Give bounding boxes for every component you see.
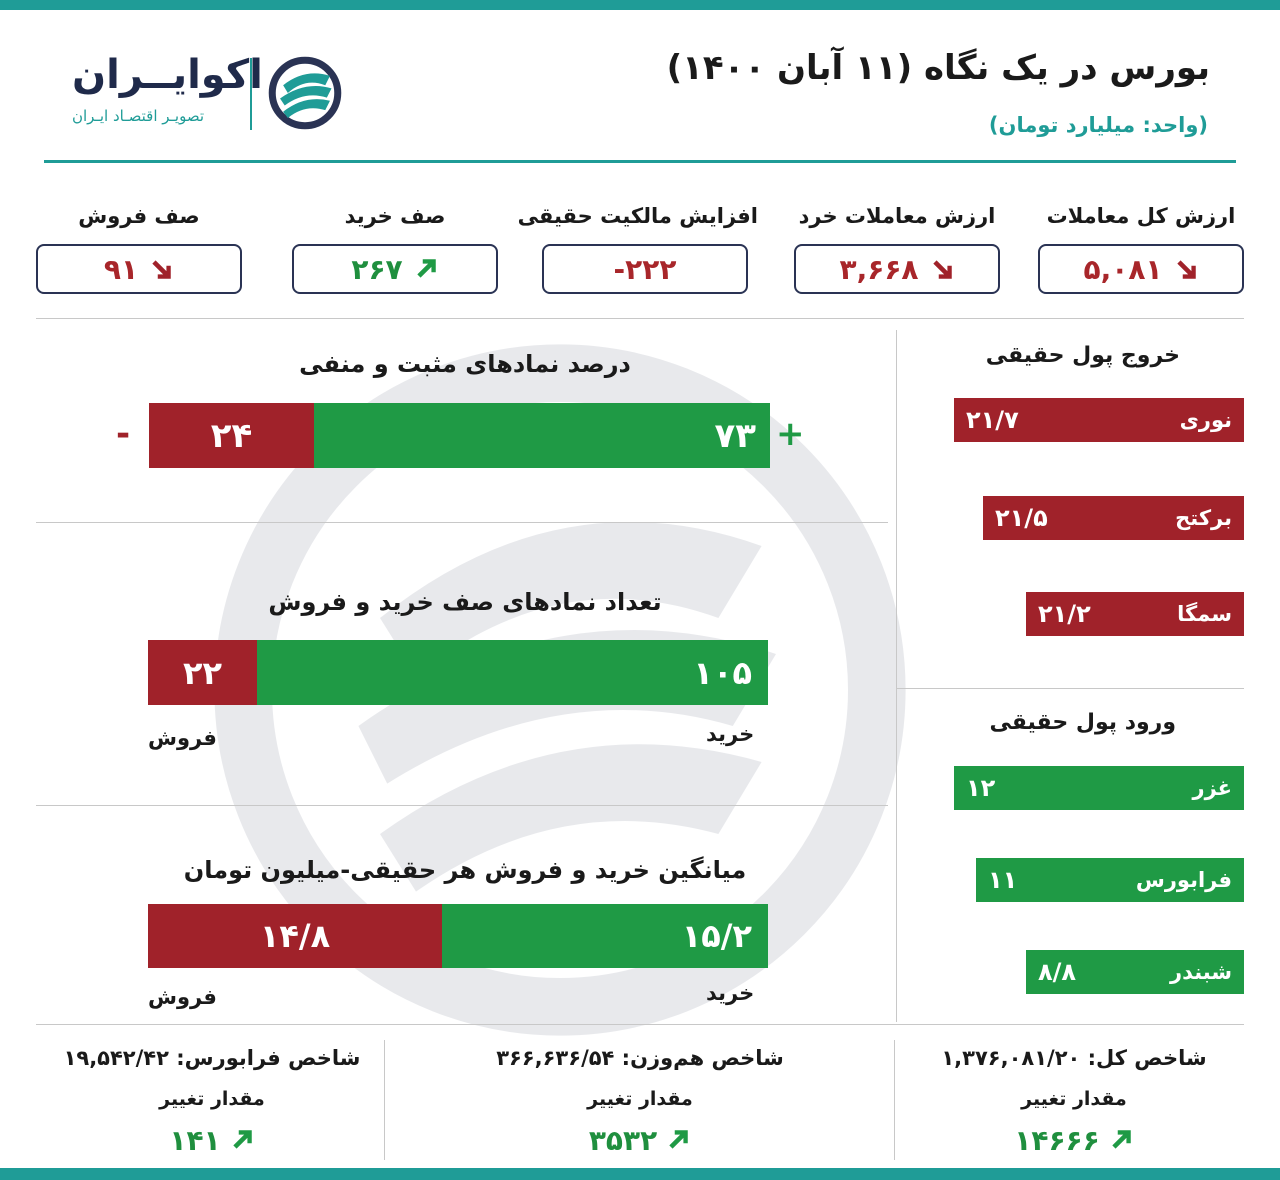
arrow-down-right-icon (152, 260, 171, 279)
bar-value-label: ۲۲ (182, 653, 223, 692)
divider (896, 330, 897, 1022)
side-bar-name: فرابورس (1135, 868, 1232, 892)
side-bar-name: شبندر (1169, 960, 1232, 984)
index-change-label: مقدار تغییر (587, 1088, 693, 1110)
stat-label: افزایش مالکیت حقیقی (517, 204, 758, 228)
side-bar-name: برکتح (1175, 506, 1232, 530)
divider (36, 1024, 1244, 1025)
arrow-down-right-icon (932, 260, 952, 279)
inflow-title: ورود پول حقیقی (989, 710, 1176, 735)
bar-value-label: ۱۰۵ (693, 653, 752, 692)
index-name: شاخص هم‌وزن: ۳۶۶,۶۳۶/۵۴ (496, 1046, 784, 1070)
index-change-number: ۳۵۳۲ (588, 1123, 658, 1157)
bar-buy: ۱۰۵ (257, 640, 768, 705)
bar-sell: ۱۴/۸ (148, 904, 442, 968)
header-divider (44, 160, 1236, 163)
index-change-value: ۱۴۱ (112, 1122, 312, 1158)
plus-sign: + (776, 414, 805, 454)
ecoiran-logo-icon (268, 56, 342, 130)
side-bar-value: ۲۱/۵ (995, 504, 1048, 532)
stat-label: صف فروش (78, 204, 200, 228)
stat-box: ۳,۶۶۸ (794, 244, 1000, 294)
index-change-value: ۱۴۶۶۶ (974, 1122, 1174, 1158)
side-bar: ۲۱/۲ سمگا (1026, 592, 1244, 636)
bar-value-label: ۱۴/۸ (259, 917, 331, 955)
side-bar: ۲۱/۵ برکتح (983, 496, 1244, 540)
sell-label: فروش (148, 985, 217, 1009)
section-title-positive-negative: درصد نمادهای مثبت و منفی (299, 350, 631, 378)
buy-label: خرید (706, 981, 755, 1005)
stat-value: ۵,۰۸۱ (1083, 252, 1163, 286)
buy-label: خرید (706, 722, 755, 746)
bar-value-label: ۱۵/۲ (681, 917, 752, 955)
side-bar-value: ۸/۸ (1038, 958, 1077, 986)
divider (384, 1040, 385, 1160)
stat-value: ۹۱ (103, 252, 139, 286)
bar-positive: ۷۳ (314, 403, 770, 468)
index-change-number: ۱۴۶۶۶ (1014, 1123, 1100, 1157)
bar-value-label: ۷۳ (714, 415, 756, 456)
stat-box: -۲۲۲ (542, 244, 748, 294)
minus-sign: - (116, 414, 131, 454)
side-bar-name: نوری (1179, 408, 1232, 432)
stat-box: ۲۶۷ (292, 244, 498, 294)
logo-name: اکوایــران (72, 52, 263, 98)
side-bar-value: ۲۱/۷ (966, 406, 1019, 434)
arrow-up-right-icon (416, 259, 436, 278)
arrow-down-right-icon (1176, 260, 1196, 279)
bar-value-label: ۲۴ (210, 415, 253, 456)
side-bar-name: سمگا (1177, 602, 1232, 626)
outflow-title: خروج پول حقیقی (985, 343, 1180, 368)
side-bar-value: ۱۲ (966, 774, 996, 802)
side-bar: ۱۲ غزر (954, 766, 1244, 810)
stat-value: ۳,۶۶۸ (839, 252, 919, 286)
side-bar: ۸/۸ شبندر (1026, 950, 1244, 994)
stat-label: ارزش کل معاملات (1046, 204, 1236, 228)
divider (894, 1040, 895, 1160)
bar-negative: ۲۴ (149, 403, 314, 468)
arrow-up-right-icon (669, 1130, 688, 1149)
stat-value: ۲۶۷ (351, 252, 403, 286)
index-change-label: مقدار تغییر (1021, 1088, 1127, 1110)
arrow-up-right-icon (1112, 1130, 1131, 1149)
logo-separator (250, 58, 252, 130)
index-change-number: ۱۴۱ (169, 1123, 221, 1157)
stat-value: -۲۲۲ (613, 252, 677, 286)
sell-label: فروش (148, 726, 217, 750)
divider (36, 318, 1244, 319)
divider (36, 805, 888, 806)
stat-box: ۹۱ (36, 244, 242, 294)
logo-tagline: تصویـر اقتصـاد ایـران (72, 107, 205, 125)
side-bar: ۱۱ فرابورس (976, 858, 1244, 902)
divider (896, 688, 1244, 689)
unit-label: (واحد: میلیارد تومان) (988, 113, 1208, 137)
side-bar-value: ۲۱/۲ (1038, 600, 1091, 628)
index-name: شاخص فرابورس: ۱۹,۵۴۲/۴۲ (63, 1046, 361, 1070)
divider (36, 522, 888, 523)
arrow-up-right-icon (232, 1130, 252, 1149)
bar-sell: ۲۲ (148, 640, 257, 705)
top-accent-bar (0, 0, 1280, 10)
bar-buy: ۱۵/۲ (442, 904, 768, 968)
stat-label: ارزش معاملات خرد (798, 204, 996, 228)
bottom-accent-bar (0, 1168, 1280, 1180)
stat-label: صف خرید (344, 204, 446, 228)
side-bar-value: ۱۱ (988, 866, 1018, 894)
page-title: بورس در یک نگاه (۱۱ آبان ۱۴۰۰) (666, 48, 1210, 88)
index-name: شاخص کل: ۱,۳۷۶,۰۸۱/۲۰ (941, 1046, 1207, 1070)
index-change-label: مقدار تغییر (159, 1088, 265, 1110)
side-bar: ۲۱/۷ نوری (954, 398, 1244, 442)
section-title-average-trade: میانگین خرید و فروش هر حقیقی-میلیون توما… (183, 856, 747, 884)
section-title-queue-count: تعداد نمادهای صف خرید و فروش (268, 588, 662, 616)
index-change-value: ۳۵۳۲ (540, 1122, 740, 1158)
stat-box: ۵,۰۸۱ (1038, 244, 1244, 294)
side-bar-name: غزر (1192, 776, 1233, 800)
